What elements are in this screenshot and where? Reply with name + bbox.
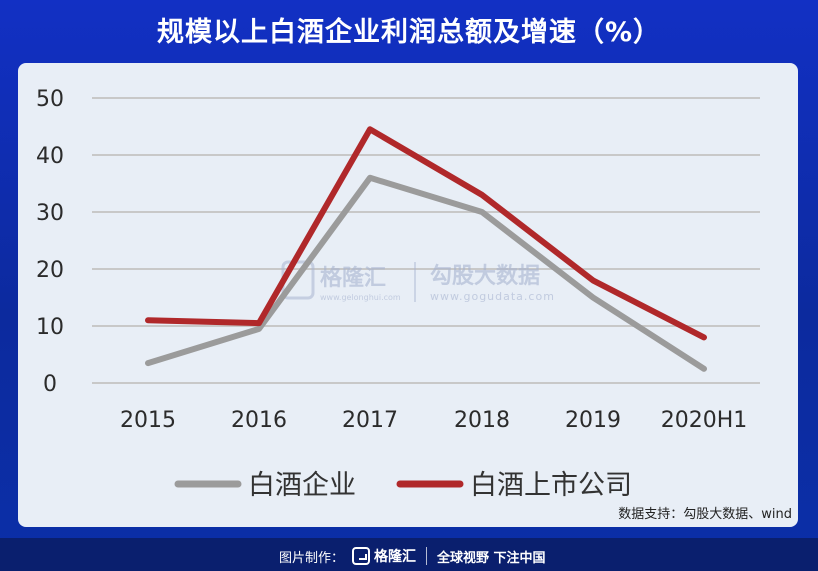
chart-title: 规模以上白酒企业利润总额及增速（%）	[156, 17, 662, 48]
footer-content: 图片制作： 格隆汇 全球视野 下注中国	[279, 546, 546, 566]
y-tick-label: 20	[36, 258, 64, 283]
x-tick-label: 2018	[454, 408, 510, 433]
gelonghui-logo-icon	[352, 547, 371, 565]
watermark-left-url: www.gelonghui.com	[320, 293, 401, 302]
watermark-right-text: 勾股大数据	[430, 263, 540, 289]
chart-panel	[18, 63, 798, 527]
y-tick-label: 30	[36, 201, 64, 226]
made-by-label: 图片制作：	[279, 550, 345, 566]
x-tick-label: 2016	[231, 408, 287, 433]
y-tick-label: 50	[36, 87, 64, 112]
footer-divider	[426, 547, 428, 565]
series-line-2	[145, 126, 707, 341]
x-tick-label: 2017	[342, 408, 398, 433]
y-tick-label: 10	[36, 315, 64, 340]
footer-brand: 格隆汇	[374, 549, 417, 565]
series-line-1	[145, 174, 707, 372]
x-tick-label: 2020H1	[661, 408, 748, 433]
watermark-left-text: 格隆汇	[320, 265, 386, 291]
y-tick-label: 40	[36, 144, 64, 169]
watermark-right-url: www.gogudata.com	[430, 290, 555, 303]
legend-label-2: 白酒上市公司	[470, 470, 632, 501]
footer-bar: 图片制作： 格隆汇 全球视野 下注中国	[0, 538, 818, 571]
x-tick-label: 2019	[565, 408, 621, 433]
legend-label-1: 白酒企业	[248, 470, 356, 501]
y-tick-label: 0	[43, 372, 57, 397]
source-note: 数据支持：勾股大数据、wind	[618, 507, 792, 522]
x-tick-label: 2015	[120, 408, 176, 433]
footer-slogan: 全球视野 下注中国	[437, 550, 546, 566]
